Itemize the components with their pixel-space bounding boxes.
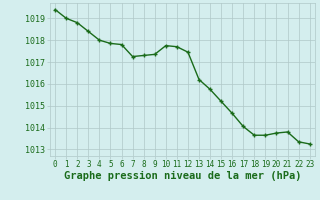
X-axis label: Graphe pression niveau de la mer (hPa): Graphe pression niveau de la mer (hPa) [64,171,301,181]
